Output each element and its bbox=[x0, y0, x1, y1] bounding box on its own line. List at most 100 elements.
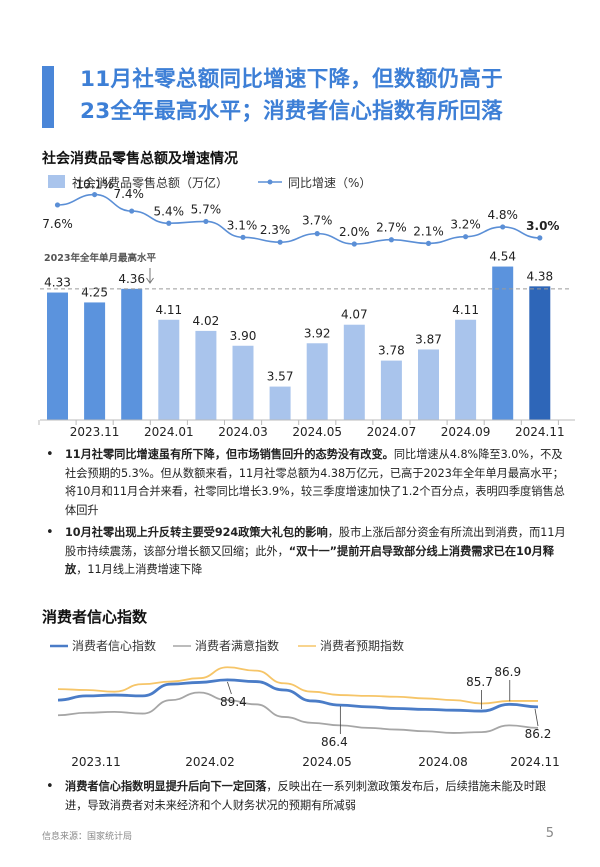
growth-point-2024.11 bbox=[537, 235, 543, 241]
legend-label-3: 消费者预期指数 bbox=[320, 638, 404, 653]
title-line-1: 11月社零总额同比增速下降，但数额仍高于 bbox=[80, 67, 503, 92]
series-line-3 bbox=[57, 666, 538, 705]
bar-2024.09 bbox=[455, 319, 477, 420]
growth-label-2024.01: 5.4% bbox=[154, 204, 185, 218]
x-tick-label-2024.05: 2024.05 bbox=[302, 755, 352, 769]
bar-label-2024.08: 3.87 bbox=[415, 332, 442, 346]
callout-line bbox=[534, 708, 539, 727]
growth-label-2024.07: 2.7% bbox=[376, 221, 407, 235]
growth-point-2024.05 bbox=[314, 231, 320, 237]
bar-2024.05 bbox=[306, 343, 328, 420]
bar-2024.10 bbox=[492, 266, 514, 420]
growth-point-2024.01 bbox=[166, 220, 172, 226]
x-tick-label-2024.07: 2024.07 bbox=[367, 425, 417, 438]
series-line-1 bbox=[57, 678, 539, 713]
bar-label-2023.12: 4.36 bbox=[118, 272, 145, 286]
point-label-4: 86.9 bbox=[494, 665, 521, 679]
growth-point-2024.08 bbox=[425, 240, 432, 246]
growth-label-2024.06: 2.0% bbox=[339, 225, 370, 239]
consumer-confidence-chart: 消费者信心指数 消费者满意指数 消费者预期指数 89.4 86.4 85.786.9 86.… bbox=[50, 638, 560, 769]
bullets-section-1: 11月社零同比增速虽有所下降，但市场销售回升的态势没有改变。同比增速从4.8%降… bbox=[40, 446, 568, 584]
point-label-3: 85.7 bbox=[466, 675, 493, 689]
x-tick-label-2024.05: 2024.05 bbox=[292, 425, 342, 438]
reference-annotation: 2023年全年单月最高水平 bbox=[44, 252, 156, 264]
source-note: 信息来源：国家统计局 bbox=[42, 832, 133, 842]
growth-point-2024.07 bbox=[388, 237, 394, 243]
growth-label-2024.08: 2.1% bbox=[413, 224, 444, 238]
growth-point-2024.06 bbox=[351, 241, 357, 247]
bar-label-2024.04: 3.57 bbox=[267, 370, 294, 384]
page-number: 5 bbox=[545, 826, 554, 841]
bar-label-2024.05: 3.92 bbox=[304, 326, 331, 340]
bar-label-2024.07: 3.78 bbox=[378, 344, 405, 358]
x-tick-label-2024.08: 2024.08 bbox=[418, 755, 468, 769]
growth-label-2023.12: 7.4% bbox=[113, 187, 144, 201]
bar-2023.12 bbox=[121, 288, 143, 420]
legend-label-bars: 社会消费品零售总额（万亿） bbox=[72, 175, 228, 190]
growth-label-2024.04: 2.3% bbox=[260, 223, 291, 237]
bar-label-2024.09: 4.11 bbox=[452, 303, 479, 317]
bar-2024.01 bbox=[158, 319, 180, 420]
bar-2023.10 bbox=[47, 292, 68, 420]
legend-marker-growth bbox=[267, 179, 273, 185]
title-accent-bar bbox=[42, 66, 54, 128]
x-tick-label-2024.11: 2024.11 bbox=[515, 425, 565, 438]
bar-label-2024.10: 4.54 bbox=[489, 250, 516, 264]
legend-label-1: 消费者信心指数 bbox=[72, 638, 156, 653]
bar-label-2023.11: 4.25 bbox=[81, 285, 108, 299]
chart2-title: 消费者信心指数 bbox=[42, 608, 148, 626]
annotation-arrow bbox=[146, 268, 154, 284]
retail-sales-chart: 社会消费品零售总额（万亿） 同比增速（%） 4.33 4.25 4.36 4.11 4.02… bbox=[38, 175, 575, 438]
bar-2024.03 bbox=[232, 345, 254, 420]
bar-2024.11 bbox=[529, 286, 551, 420]
x-tick-label-2023.11: 2023.11 bbox=[70, 425, 120, 438]
callout-line bbox=[227, 681, 232, 695]
growth-label-2024.02: 5.7% bbox=[191, 202, 222, 216]
growth-label-2023.10: 7.6% bbox=[42, 217, 73, 231]
bar-2023.11 bbox=[84, 302, 106, 420]
growth-line bbox=[57, 193, 540, 245]
bullet-item-1: 11月社零同比增速虽有所下降，但市场销售回升的态势没有改变。同比增速从4.8%降… bbox=[40, 446, 568, 520]
growth-point-2024.02 bbox=[203, 218, 209, 225]
point-label-1: 89.4 bbox=[220, 695, 247, 709]
growth-point-2023.10 bbox=[54, 202, 61, 208]
growth-point-2023.12 bbox=[129, 208, 135, 214]
point-label-2: 86.4 bbox=[321, 735, 348, 749]
chart1-title: 社会消费品零售总额及增速情况 bbox=[42, 151, 238, 167]
x-tick-label-2024.01: 2024.01 bbox=[144, 425, 194, 438]
legend-label-growth: 同比增速（%） bbox=[288, 176, 371, 190]
x-tick-label-2023.11: 2023.11 bbox=[71, 755, 121, 769]
bar-label-2024.01: 4.11 bbox=[155, 303, 182, 317]
x-tick-label-2024.02: 2024.02 bbox=[185, 755, 235, 769]
bar-label-2024.06: 4.07 bbox=[341, 308, 368, 322]
x-tick-label-2024.03: 2024.03 bbox=[218, 425, 268, 438]
bar-2024.07 bbox=[380, 360, 402, 420]
bullets-section-2: 消费者信心指数明显提升后向下一定回落，反映出在一系列刺激政策发布后，后续措施未能… bbox=[40, 778, 568, 819]
bullet-item-2: 10月社零出现上升反转主要受924政策大礼包的影响，股市上涨后部分资金有所流出到… bbox=[40, 524, 568, 580]
growth-label-2024.05: 3.7% bbox=[302, 214, 333, 228]
series-line-2 bbox=[57, 691, 539, 734]
x-tick-label-2024.11: 2024.11 bbox=[510, 755, 560, 769]
growth-label-2024.03: 3.1% bbox=[227, 218, 258, 232]
growth-label-2023.11: 10.1% bbox=[76, 178, 114, 192]
growth-point-2024.03 bbox=[240, 234, 246, 240]
bullet-item-3: 消费者信心指数明显提升后向下一定回落，反映出在一系列刺激政策发布后，后续措施未能… bbox=[40, 778, 568, 815]
growth-point-2024.10 bbox=[500, 224, 506, 230]
title-line-2: 23全年最高水平；消费者信心指数有所回落 bbox=[80, 99, 503, 124]
growth-point-2024.09 bbox=[463, 234, 469, 240]
growth-label-2024.09: 3.2% bbox=[450, 218, 481, 232]
bar-2024.06 bbox=[343, 324, 365, 420]
bar-2024.02 bbox=[195, 330, 217, 420]
bar-label-2024.11: 4.38 bbox=[526, 269, 553, 283]
bar-2024.04 bbox=[269, 386, 291, 420]
point-label-5: 86.2 bbox=[525, 727, 552, 741]
bar-label-2024.03: 3.90 bbox=[230, 329, 257, 343]
growth-label-2024.11: 3.0% bbox=[526, 219, 559, 233]
x-tick-label-2024.09: 2024.09 bbox=[441, 425, 491, 438]
growth-label-2024.10: 4.8% bbox=[487, 208, 518, 222]
legend-label-2: 消费者满意指数 bbox=[195, 638, 279, 653]
page-title: 11月社零总额同比增速下降，但数额仍高于 23全年最高水平；消费者信心指数有所回… bbox=[80, 64, 580, 128]
legend-swatch-bars bbox=[48, 175, 65, 188]
bar-label-2023.10: 4.33 bbox=[44, 276, 71, 290]
growth-point-2023.11 bbox=[92, 191, 98, 198]
